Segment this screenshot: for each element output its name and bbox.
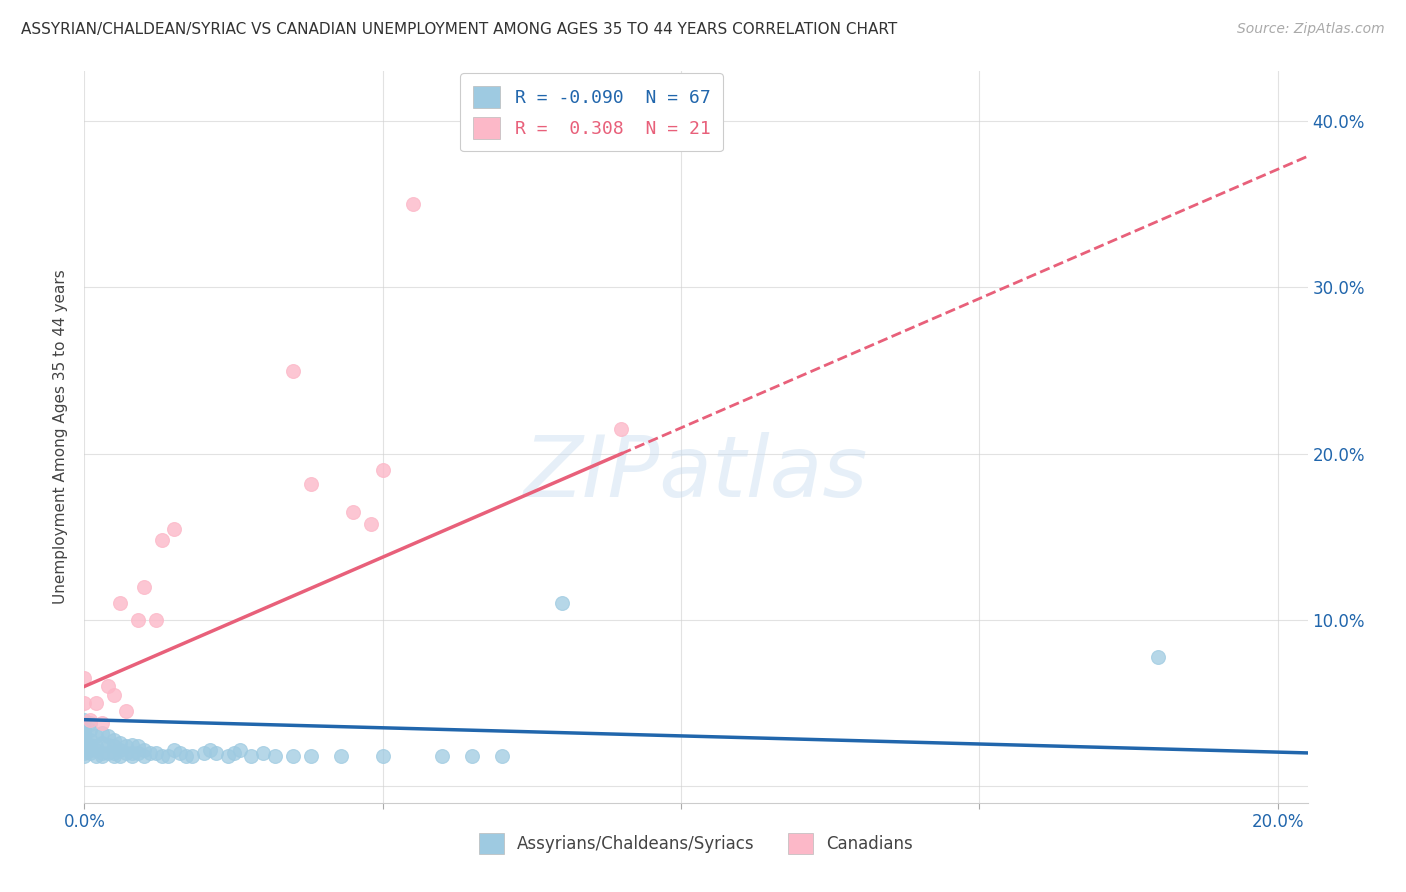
Point <box>108 742 131 756</box>
Point <box>169 746 191 760</box>
Point <box>156 749 179 764</box>
Point <box>79 746 101 760</box>
Point <box>461 749 484 764</box>
Point <box>127 739 149 754</box>
Point <box>193 746 215 760</box>
Point <box>240 749 263 764</box>
Point <box>73 726 96 740</box>
Point <box>115 705 138 719</box>
Point <box>79 742 101 756</box>
Point <box>180 749 202 764</box>
Point <box>1147 649 1170 664</box>
Point <box>228 742 250 756</box>
Point <box>283 363 305 377</box>
Point <box>204 746 226 760</box>
Text: ASSYRIAN/CHALDEAN/SYRIAC VS CANADIAN UNEMPLOYMENT AMONG AGES 35 TO 44 YEARS CORR: ASSYRIAN/CHALDEAN/SYRIAC VS CANADIAN UNE… <box>21 22 897 37</box>
Y-axis label: Unemployment Among Ages 35 to 44 years: Unemployment Among Ages 35 to 44 years <box>53 269 69 605</box>
Point <box>84 729 107 743</box>
Point <box>84 742 107 756</box>
Point <box>139 746 162 760</box>
Point <box>401 197 423 211</box>
Text: Source: ZipAtlas.com: Source: ZipAtlas.com <box>1237 22 1385 37</box>
Point <box>360 516 382 531</box>
Point <box>217 749 239 764</box>
Legend: Assyrians/Chaldeans/Syriacs, Canadians: Assyrians/Chaldeans/Syriacs, Canadians <box>472 827 920 860</box>
Point <box>79 723 101 737</box>
Point <box>127 613 149 627</box>
Point <box>299 749 322 764</box>
Point <box>97 680 120 694</box>
Text: ZIPatlas: ZIPatlas <box>524 432 868 516</box>
Point <box>551 596 574 610</box>
Point <box>163 521 186 535</box>
Point <box>97 746 120 760</box>
Point <box>103 688 125 702</box>
Point <box>84 739 107 754</box>
Point <box>610 422 633 436</box>
Point <box>73 721 96 735</box>
Point <box>132 742 155 756</box>
Point <box>103 739 125 754</box>
Point <box>91 726 114 740</box>
Point <box>329 749 352 764</box>
Point <box>103 749 125 764</box>
Point <box>491 749 513 764</box>
Point <box>97 729 120 743</box>
Point <box>79 716 101 731</box>
Point <box>299 476 322 491</box>
Point <box>73 738 96 752</box>
Point <box>174 749 197 764</box>
Point <box>115 739 138 754</box>
Point <box>108 596 131 610</box>
Point <box>150 749 173 764</box>
Point <box>121 746 143 760</box>
Point <box>73 746 96 760</box>
Point <box>252 746 274 760</box>
Point <box>91 736 114 750</box>
Point <box>145 613 167 627</box>
Point <box>103 732 125 747</box>
Point <box>163 742 186 756</box>
Point <box>84 749 107 764</box>
Point <box>108 749 131 764</box>
Point <box>198 742 221 756</box>
Point <box>132 749 155 764</box>
Point <box>115 746 138 760</box>
Point <box>73 671 96 685</box>
Point <box>222 746 245 760</box>
Point <box>342 505 364 519</box>
Point <box>73 749 96 764</box>
Point <box>79 713 101 727</box>
Point <box>91 746 114 760</box>
Point <box>73 729 96 743</box>
Point <box>79 732 101 747</box>
Point <box>432 749 454 764</box>
Point <box>103 746 125 760</box>
Point <box>127 746 149 760</box>
Point <box>264 749 287 764</box>
Point <box>371 463 394 477</box>
Point <box>73 713 96 727</box>
Point <box>132 580 155 594</box>
Point <box>283 749 305 764</box>
Point <box>97 738 120 752</box>
Point <box>84 696 107 710</box>
Point <box>73 696 96 710</box>
Point <box>150 533 173 548</box>
Point <box>108 736 131 750</box>
Point <box>121 738 143 752</box>
Point <box>121 749 143 764</box>
Point <box>73 732 96 747</box>
Point <box>371 749 394 764</box>
Point <box>145 746 167 760</box>
Point <box>91 749 114 764</box>
Point <box>79 738 101 752</box>
Point <box>91 716 114 731</box>
